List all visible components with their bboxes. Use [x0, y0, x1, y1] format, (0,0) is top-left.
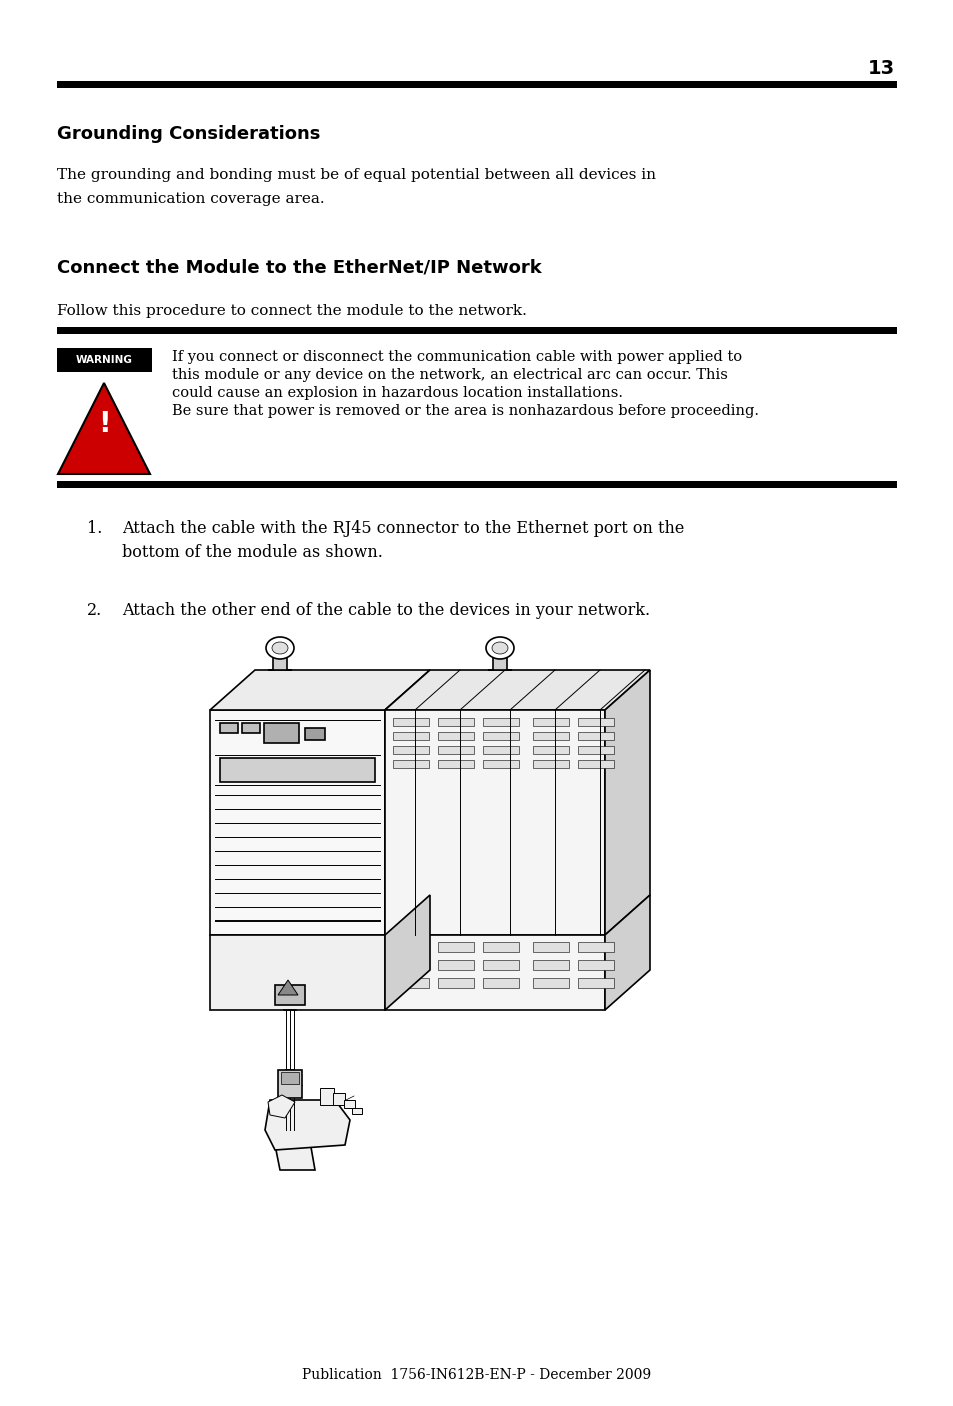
Text: Grounding Considerations: Grounding Considerations	[57, 125, 320, 143]
Text: 13: 13	[867, 59, 894, 77]
Polygon shape	[385, 935, 604, 1010]
Polygon shape	[482, 979, 518, 988]
Polygon shape	[58, 382, 150, 474]
Text: the communication coverage area.: the communication coverage area.	[57, 193, 324, 207]
Bar	[57, 481, 896, 488]
Polygon shape	[437, 942, 474, 952]
Polygon shape	[578, 747, 614, 754]
Polygon shape	[578, 733, 614, 740]
Text: !: !	[97, 411, 111, 437]
Polygon shape	[437, 960, 474, 970]
Polygon shape	[393, 942, 429, 952]
Polygon shape	[220, 758, 375, 782]
Polygon shape	[437, 747, 474, 754]
Ellipse shape	[266, 637, 294, 659]
Polygon shape	[533, 942, 568, 952]
Polygon shape	[385, 710, 604, 935]
Polygon shape	[578, 761, 614, 768]
Polygon shape	[220, 723, 237, 733]
Bar	[57, 349, 152, 373]
Polygon shape	[437, 733, 474, 740]
Polygon shape	[319, 1088, 334, 1105]
Ellipse shape	[272, 643, 288, 654]
Polygon shape	[393, 718, 429, 725]
Polygon shape	[533, 718, 568, 725]
Polygon shape	[393, 761, 429, 768]
Polygon shape	[264, 723, 298, 742]
Polygon shape	[265, 1099, 350, 1150]
Bar	[57, 328, 896, 335]
Text: bottom of the module as shown.: bottom of the module as shown.	[122, 544, 382, 561]
Polygon shape	[533, 761, 568, 768]
Polygon shape	[482, 718, 518, 725]
Ellipse shape	[485, 637, 514, 659]
Polygon shape	[482, 733, 518, 740]
Text: Connect the Module to the EtherNet/IP Network: Connect the Module to the EtherNet/IP Ne…	[57, 257, 541, 276]
Text: Attach the other end of the cable to the devices in your network.: Attach the other end of the cable to the…	[122, 602, 649, 619]
Polygon shape	[385, 896, 430, 1010]
Text: Publication  1756-IN612B-EN-P - December 2009: Publication 1756-IN612B-EN-P - December …	[302, 1368, 651, 1382]
Bar	[57, 82, 896, 89]
Polygon shape	[533, 979, 568, 988]
Polygon shape	[393, 733, 429, 740]
Polygon shape	[210, 710, 385, 935]
Polygon shape	[482, 761, 518, 768]
Polygon shape	[333, 1092, 345, 1105]
Polygon shape	[604, 896, 649, 1010]
Text: Attach the cable with the RJ45 connector to the Ethernet port on the: Attach the cable with the RJ45 connector…	[122, 520, 683, 537]
Polygon shape	[393, 979, 429, 988]
Polygon shape	[533, 733, 568, 740]
Polygon shape	[578, 718, 614, 725]
Polygon shape	[482, 960, 518, 970]
Text: Be sure that power is removed or the area is nonhazardous before proceeding.: Be sure that power is removed or the are…	[172, 404, 759, 418]
Polygon shape	[533, 747, 568, 754]
Polygon shape	[578, 960, 614, 970]
Polygon shape	[274, 986, 305, 1005]
Text: If you connect or disconnect the communication cable with power applied to: If you connect or disconnect the communi…	[172, 350, 741, 364]
Polygon shape	[437, 761, 474, 768]
Polygon shape	[437, 979, 474, 988]
Polygon shape	[482, 942, 518, 952]
Polygon shape	[385, 671, 430, 935]
Ellipse shape	[492, 643, 507, 654]
Text: this module or any device on the network, an electrical arc can occur. This: this module or any device on the network…	[172, 368, 727, 382]
Polygon shape	[272, 1130, 314, 1170]
Text: 2.: 2.	[87, 602, 102, 619]
Polygon shape	[268, 1095, 294, 1118]
Polygon shape	[305, 728, 325, 740]
Polygon shape	[393, 747, 429, 754]
Text: Follow this procedure to connect the module to the network.: Follow this procedure to connect the mod…	[57, 304, 526, 318]
Polygon shape	[393, 960, 429, 970]
Polygon shape	[578, 942, 614, 952]
Polygon shape	[277, 1070, 302, 1098]
Text: The grounding and bonding must be of equal potential between all devices in: The grounding and bonding must be of equ…	[57, 167, 656, 181]
Polygon shape	[533, 960, 568, 970]
Polygon shape	[210, 671, 430, 710]
Polygon shape	[277, 980, 297, 995]
Polygon shape	[281, 1071, 298, 1084]
Polygon shape	[352, 1108, 361, 1114]
Polygon shape	[344, 1099, 355, 1108]
Polygon shape	[385, 671, 649, 710]
Text: WARNING: WARNING	[76, 354, 132, 366]
Polygon shape	[482, 747, 518, 754]
Polygon shape	[578, 979, 614, 988]
Polygon shape	[437, 718, 474, 725]
Polygon shape	[268, 643, 292, 671]
Polygon shape	[488, 643, 512, 671]
Polygon shape	[604, 671, 649, 935]
Text: 1.: 1.	[87, 520, 102, 537]
Text: could cause an explosion in hazardous location installations.: could cause an explosion in hazardous lo…	[172, 387, 622, 399]
Polygon shape	[210, 935, 385, 1010]
Polygon shape	[242, 723, 260, 733]
